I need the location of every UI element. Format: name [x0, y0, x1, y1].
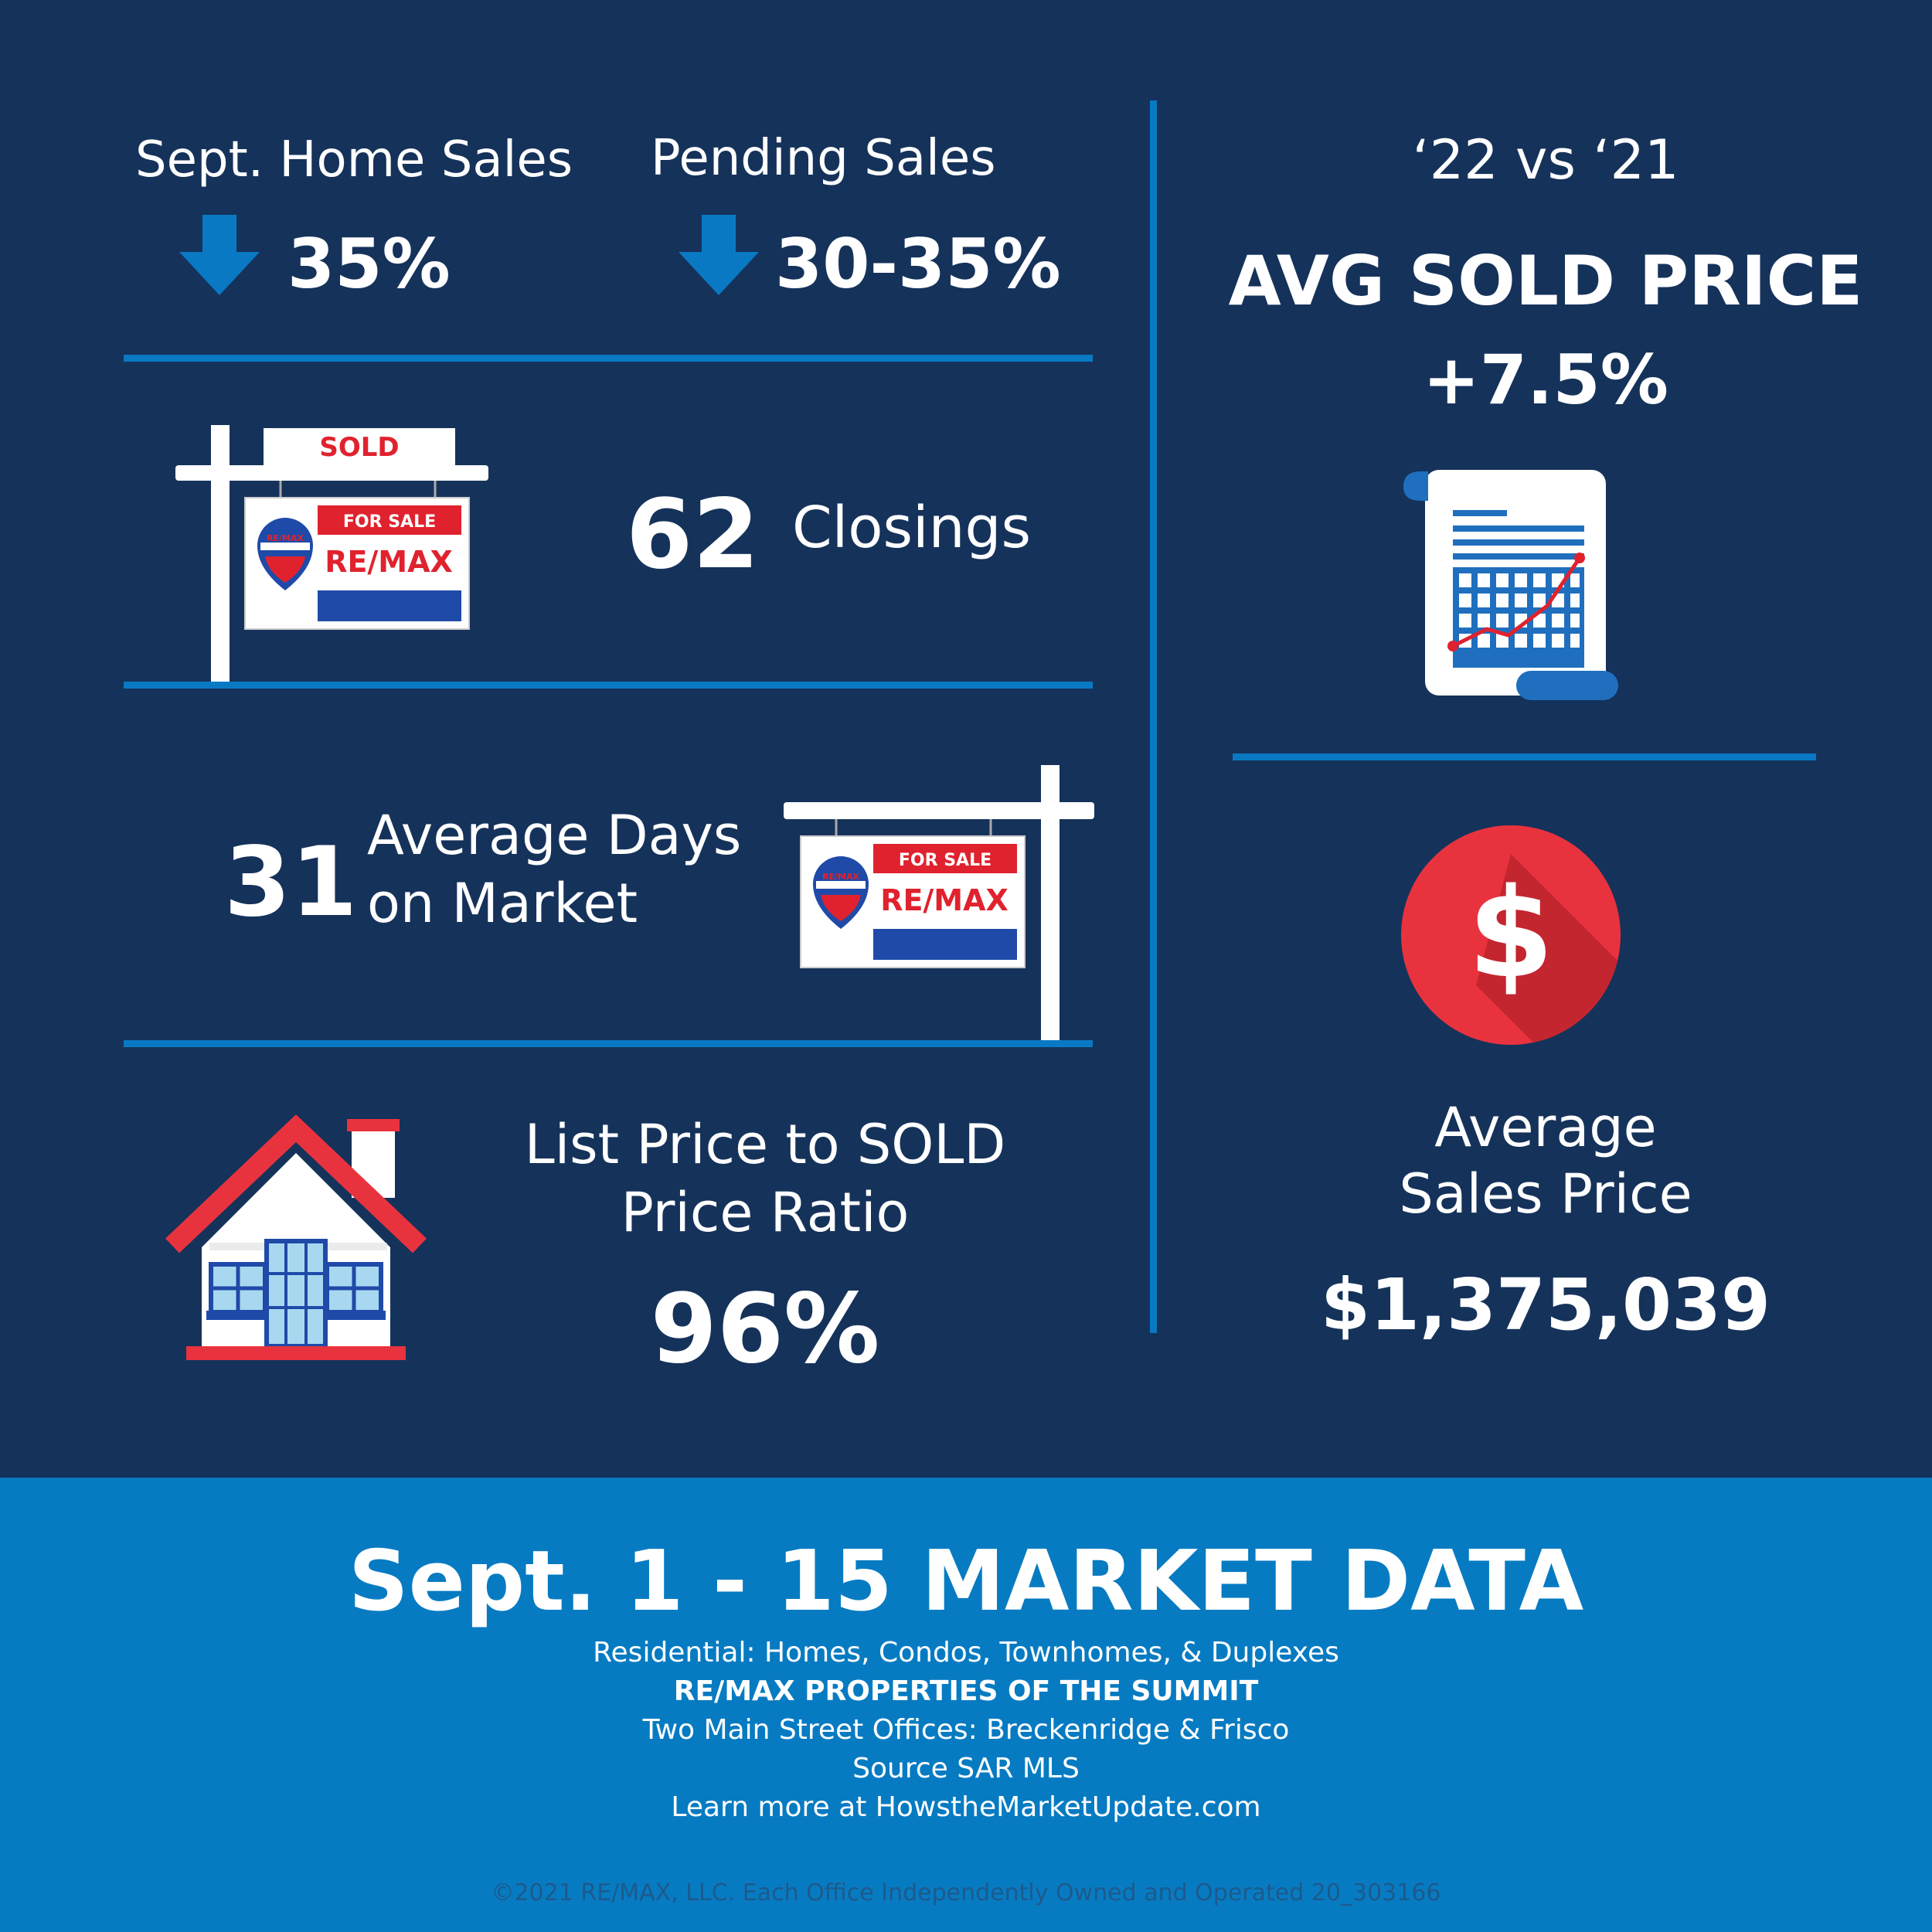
home-sales-label: Sept. Home Sales: [135, 131, 573, 189]
pending-sales-value: 30-35%: [775, 224, 1061, 304]
pending-sales-label: Pending Sales: [651, 130, 996, 187]
avg-sales-price-label-line1: Average: [1434, 1096, 1657, 1159]
svg-text:FOR SALE: FOR SALE: [899, 851, 992, 870]
dollar-coin-icon: $: [1401, 825, 1621, 1045]
avg-sales-price-label-line2: Sales Price: [1399, 1162, 1692, 1226]
days-on-market-label-line2: on Market: [367, 872, 638, 935]
footer-line-residential: Residential: Homes, Condos, Townhomes, &…: [593, 1637, 1339, 1668]
price-ratio-label-line2: Price Ratio: [621, 1181, 910, 1244]
footer-title: Sept. 1 - 15 MARKET DATA: [348, 1533, 1584, 1630]
footer-line-offices: Two Main Street Offices: Breckenridge & …: [642, 1714, 1290, 1746]
days-on-market-label-line1: Average Days: [367, 804, 742, 867]
footer-line-website[interactable]: Learn more at HowstheMarketUpdate.com: [671, 1791, 1261, 1823]
svg-text:RE/MAX: RE/MAX: [822, 872, 859, 882]
closings-label: Closings: [792, 495, 1032, 561]
price-ratio-value: 96%: [650, 1274, 880, 1385]
sold-sign-icon: SOLD FOR SALE RE/MAX RE/MAX: [175, 425, 488, 682]
closings-value: 62: [626, 479, 760, 590]
for-sale-sign-icon: FOR SALE RE/MAX RE/MAX: [784, 765, 1094, 1043]
comparison-title: AVG SOLD PRICE: [1228, 241, 1863, 321]
svg-text:RE/MAX: RE/MAX: [880, 883, 1009, 917]
divider: [124, 1040, 1093, 1047]
svg-text:$: $: [1468, 861, 1553, 1005]
svg-text:RE/MAX: RE/MAX: [325, 545, 453, 579]
down-arrow-icon: [679, 215, 759, 295]
column-divider: [1150, 100, 1157, 1333]
home-sales-value: 35%: [287, 224, 451, 304]
divider: [1233, 753, 1816, 760]
svg-text:SOLD: SOLD: [319, 432, 399, 463]
svg-text:FOR SALE: FOR SALE: [343, 512, 436, 532]
avg-sales-price-value: $1,375,039: [1320, 1264, 1770, 1346]
footer-band: Sept. 1 - 15 MARKET DATA Residential: Ho…: [0, 1478, 1932, 1932]
footer-copyright: ©2021 RE/MAX, LLC. Each Office Independe…: [491, 1879, 1441, 1906]
down-arrow-icon: [179, 215, 260, 295]
footer-line-source: Source SAR MLS: [852, 1753, 1080, 1784]
days-on-market-value: 31: [224, 827, 358, 938]
divider: [124, 682, 1093, 689]
comparison-value: +7.5%: [1423, 340, 1668, 420]
price-ratio-label-line1: List Price to SOLD: [524, 1113, 1006, 1176]
comparison-period: ‘22 vs ‘21: [1412, 128, 1679, 192]
house-icon: [165, 1114, 427, 1360]
footer-line-company: RE/MAX PROPERTIES OF THE SUMMIT: [673, 1675, 1259, 1707]
report-chart-icon: [1403, 470, 1618, 700]
svg-text:RE/MAX: RE/MAX: [267, 533, 304, 543]
divider: [124, 355, 1093, 362]
